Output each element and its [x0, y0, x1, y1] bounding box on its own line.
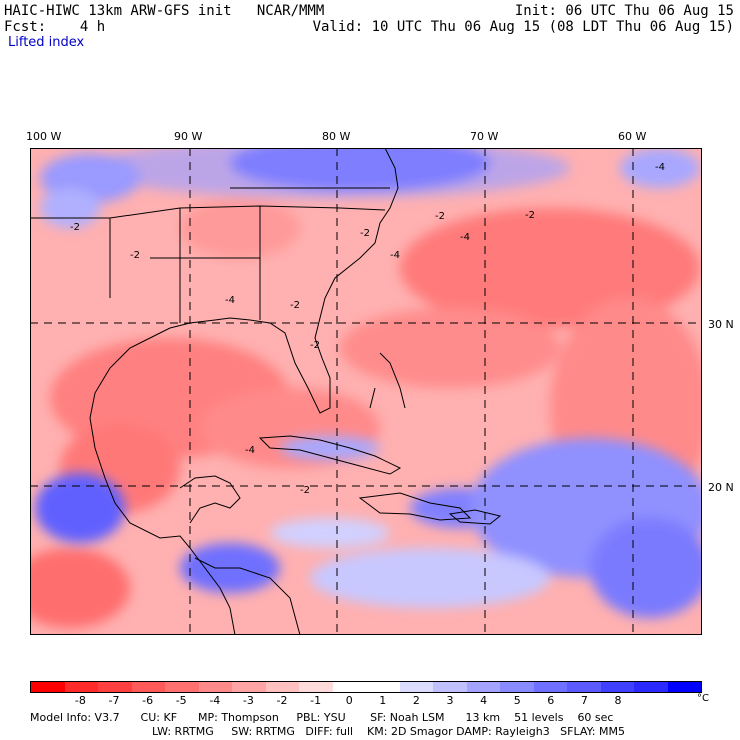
- contour-label: -2: [360, 228, 370, 239]
- contour-label: -4: [225, 295, 235, 306]
- colorbar-tick-label: -3: [242, 694, 254, 707]
- colorbar-swatch: [232, 682, 266, 692]
- colorbar-swatch: [265, 682, 299, 692]
- colorbar-swatch: [500, 682, 534, 692]
- contour-label: -4: [245, 445, 255, 456]
- map-frame: [30, 148, 702, 635]
- contour-label: -2: [310, 340, 320, 351]
- colorbar-swatch: [667, 682, 701, 692]
- colorbar-swatch: [533, 682, 567, 692]
- lon-label-70w: 70 W: [470, 130, 499, 143]
- contour-label: -2: [130, 250, 140, 261]
- colorbar-tick-label: 3: [446, 694, 454, 707]
- colorbar-tick-label: 1: [379, 694, 387, 707]
- forecast-hour: Fcst: 4 h: [4, 19, 106, 35]
- model-title: HAIC-HIWC 13km ARW-GFS init NCAR/MMM: [4, 3, 325, 19]
- lon-label-60w: 60 W: [618, 130, 647, 143]
- colorbar-unit: °C: [697, 693, 709, 704]
- colorbar-swatch: [567, 682, 601, 692]
- lon-label-80w: 80 W: [322, 130, 351, 143]
- colorbar-tick-label: -4: [209, 694, 221, 707]
- contour-label: -2: [290, 300, 300, 311]
- colorbar-swatch: [198, 682, 232, 692]
- contour-label: -2: [70, 222, 80, 233]
- colorbar-tick-label: 2: [412, 694, 420, 707]
- model-info-line2: LW: RRTMG SW: RRTMG DIFF: full KM: 2D Sm…: [152, 725, 625, 738]
- lon-label-90w: 90 W: [174, 130, 203, 143]
- colorbar-tick-label: -1: [310, 694, 322, 707]
- colorbar-swatch: [366, 682, 400, 692]
- colorbar-tick-label: 0: [345, 694, 353, 707]
- colorbar-swatch: [332, 682, 366, 692]
- colorbar-tick-label: 5: [513, 694, 521, 707]
- colorbar-tick-label: -5: [175, 694, 187, 707]
- contour-label: -2: [435, 211, 445, 222]
- colorbar-swatch: [466, 682, 500, 692]
- colorbar-tick-label: -8: [74, 694, 86, 707]
- colorbar-tick-label: 7: [580, 694, 588, 707]
- contour-label: -2: [525, 210, 535, 221]
- colorbar: [30, 681, 702, 693]
- model-info-line1: Model Info: V3.7 CU: KF MP: Thompson PBL…: [30, 711, 614, 724]
- contour-labels: -2 -2 -2 -2 -2 -2 -2 -4 -4 -4 -4 -4 -2: [70, 162, 665, 496]
- colorbar-tick-label: 4: [480, 694, 488, 707]
- lon-label-100w: 100 W: [26, 130, 62, 143]
- colorbar-tick-label: 6: [547, 694, 555, 707]
- contour-label: -4: [655, 162, 665, 173]
- lat-label-30n: 30 N: [708, 318, 734, 331]
- lifted-index-map: -2 -2 -2 -2 -2 -2 -2 -4 -4 -4 -4 -4 -2: [30, 148, 702, 635]
- init-time: Init: 06 UTC Thu 06 Aug 15: [514, 3, 734, 19]
- coastlines: [30, 148, 502, 635]
- lat-label-20n: 20 N: [708, 481, 734, 494]
- colorbar-swatch: [31, 682, 65, 692]
- contour-label: -2: [300, 485, 310, 496]
- colorbar-tick-label: -6: [142, 694, 154, 707]
- colorbar-tick-label: 8: [614, 694, 622, 707]
- colorbar-swatch: [98, 682, 132, 692]
- colorbar-swatch: [165, 682, 199, 692]
- colorbar-tick-label: -7: [108, 694, 120, 707]
- colorbar-swatch: [634, 682, 668, 692]
- colorbar-swatch: [131, 682, 165, 692]
- colorbar-swatch: [64, 682, 98, 692]
- colorbar-swatch: [433, 682, 467, 692]
- colorbar-swatch: [399, 682, 433, 692]
- colorbar-swatch: [299, 682, 333, 692]
- field-name: Lifted index: [8, 35, 85, 50]
- valid-time: Valid: 10 UTC Thu 06 Aug 15 (08 LDT Thu …: [312, 19, 734, 35]
- colorbar-tick-label: -2: [276, 694, 288, 707]
- lat-lon-grid: [30, 148, 702, 635]
- contour-label: -4: [390, 250, 400, 261]
- contour-label: -4: [460, 232, 470, 243]
- colorbar-swatch: [600, 682, 634, 692]
